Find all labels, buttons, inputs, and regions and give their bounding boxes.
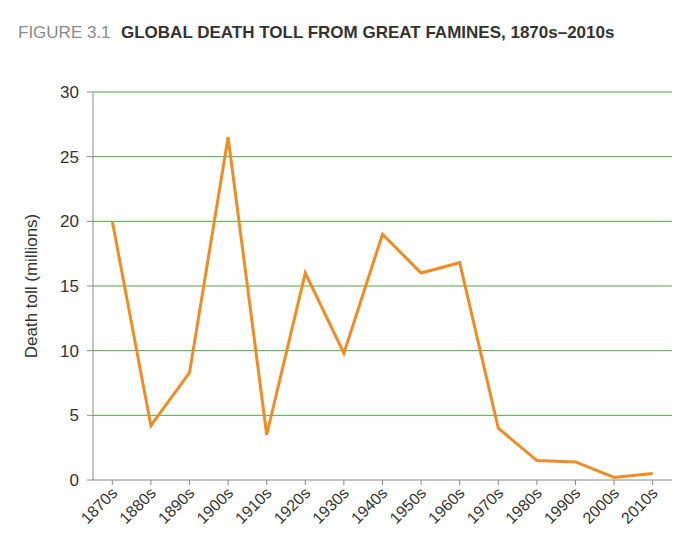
x-tick xyxy=(421,480,422,485)
x-tick xyxy=(150,480,151,485)
x-tick-label: 1950s xyxy=(386,484,429,527)
y-axis-label: Death toll (millions) xyxy=(22,214,41,359)
y-axis xyxy=(93,92,94,480)
x-tick-label: 2010s xyxy=(618,484,661,527)
x-tick-label: 2000s xyxy=(579,484,622,527)
x-tick-label: 1920s xyxy=(271,484,314,527)
grid-line xyxy=(93,221,672,222)
x-tick xyxy=(459,480,460,485)
x-tick-label: 1980s xyxy=(502,484,545,527)
y-tick-label: 15 xyxy=(60,277,79,296)
x-tick-label: 1970s xyxy=(464,484,507,527)
x-tick-label: 1930s xyxy=(309,484,352,527)
x-tick-label: 1880s xyxy=(116,484,159,527)
y-tick xyxy=(87,221,93,222)
data-line xyxy=(112,137,652,477)
x-tick xyxy=(498,480,499,485)
x-tick-label: 1900s xyxy=(193,484,236,527)
y-tick xyxy=(87,286,93,287)
grid-line xyxy=(93,286,672,287)
x-tick xyxy=(228,480,229,485)
x-tick xyxy=(112,480,113,485)
y-tick-label: 5 xyxy=(70,406,79,425)
y-tick xyxy=(87,156,93,157)
y-tick-label: 10 xyxy=(60,342,79,361)
y-tick-label: 30 xyxy=(60,83,79,102)
x-tick xyxy=(266,480,267,485)
x-tick-label: 1960s xyxy=(425,484,468,527)
grid-line xyxy=(93,92,672,93)
plot-area xyxy=(112,137,652,477)
x-tick-label: 1870s xyxy=(78,484,121,527)
y-tick xyxy=(87,350,93,351)
y-tick xyxy=(87,92,93,93)
grid-line xyxy=(93,415,672,416)
x-tick xyxy=(343,480,344,485)
y-tick-label: 25 xyxy=(60,148,79,167)
title: GLOBAL DEATH TOLL FROM GREAT FAMINES, 18… xyxy=(121,23,614,42)
figure-label: FIGURE 3.1 xyxy=(18,23,111,42)
grid-line xyxy=(93,156,672,157)
x-tick xyxy=(189,480,190,485)
x-tick-label: 1890s xyxy=(155,484,198,527)
x-tick xyxy=(382,480,383,485)
x-tick-label: 1990s xyxy=(541,484,584,527)
chart-svg: FIGURE 3.1 GLOBAL DEATH TOLL FROM GREAT F… xyxy=(0,0,700,560)
y-tick xyxy=(87,415,93,416)
x-tick xyxy=(575,480,576,485)
x-tick-label: 1940s xyxy=(348,484,391,527)
grid-line xyxy=(93,350,672,351)
chart-container: FIGURE 3.1 GLOBAL DEATH TOLL FROM GREAT F… xyxy=(0,0,700,560)
x-tick-label: 1910s xyxy=(232,484,275,527)
x-tick xyxy=(652,480,653,485)
x-tick xyxy=(536,480,537,485)
x-tick xyxy=(305,480,306,485)
x-tick xyxy=(614,480,615,485)
y-tick-label: 20 xyxy=(60,212,79,231)
y-tick xyxy=(87,480,93,481)
y-tick-label: 0 xyxy=(70,471,79,490)
